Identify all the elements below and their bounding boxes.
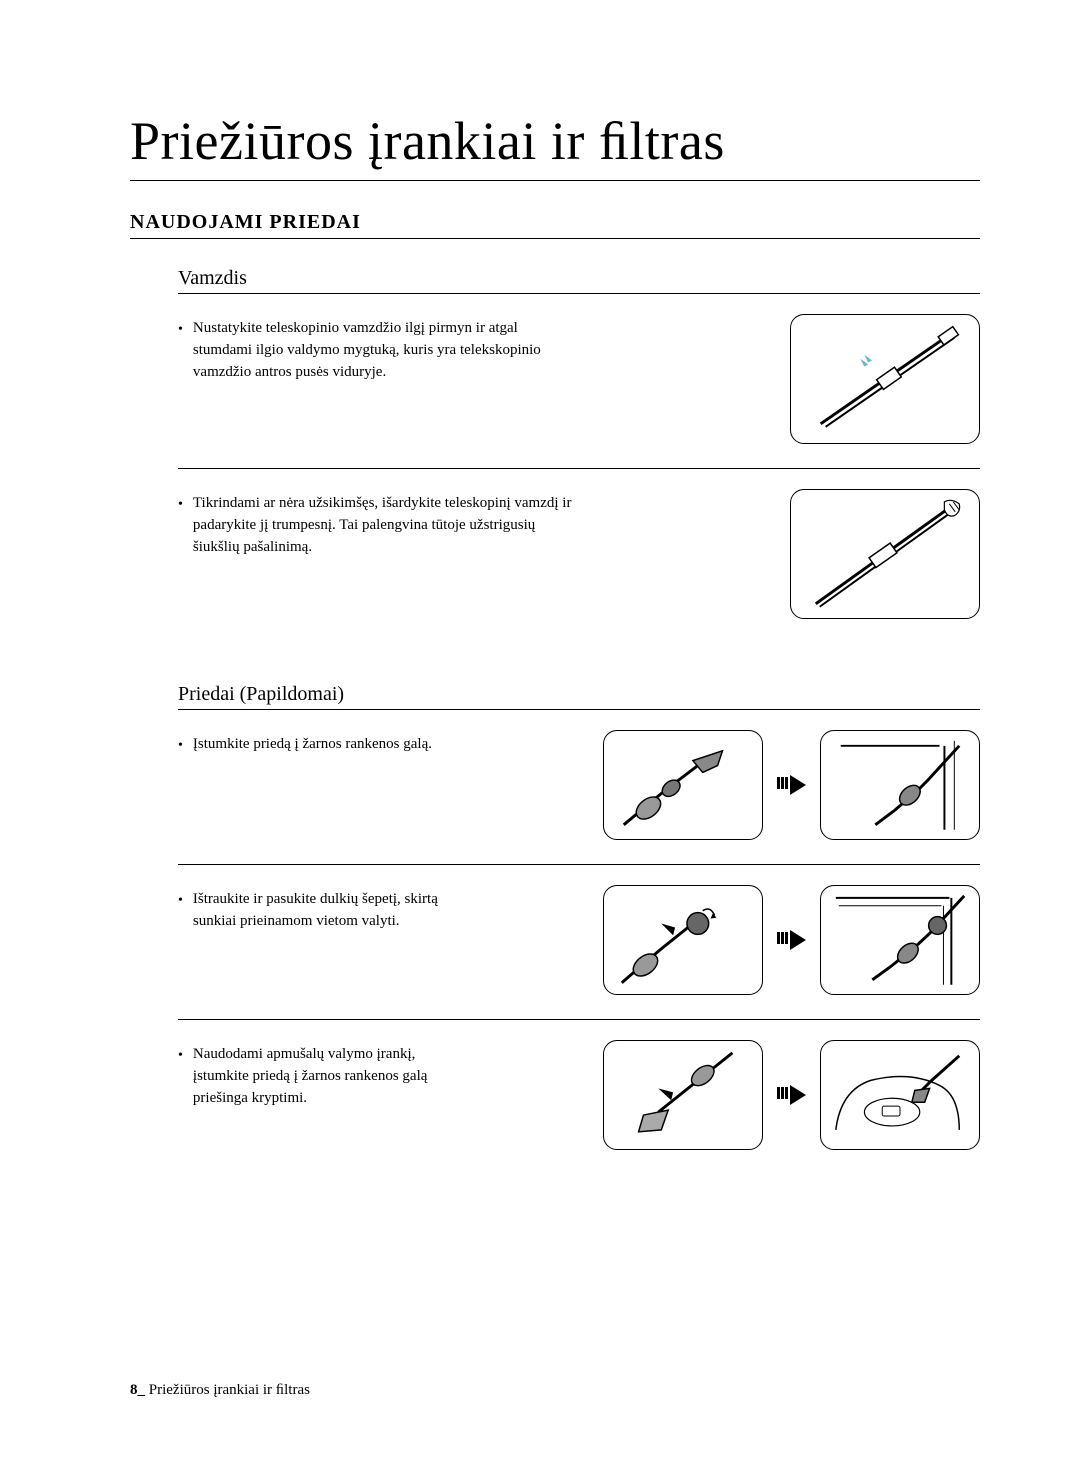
bullet-icon: •	[178, 318, 183, 340]
text-content: Ištraukite ir pasukite dulkių šepetį, sk…	[193, 889, 458, 933]
bullet-icon: •	[178, 493, 183, 515]
illustration-crevice-use	[820, 730, 980, 840]
arrow-icon	[777, 1085, 806, 1105]
illustration-pair	[603, 885, 980, 995]
text-content: Įstumkite priedą į žarnos rankenos galą.	[193, 734, 432, 756]
page-footer: 8_ Priežiūros įrankiai ir ﬁltras	[130, 1382, 310, 1399]
subsection-vamzdis: Vamzdis • Nustatykite teleskopinio vamzd…	[178, 267, 980, 643]
illustration-upholstery-use	[820, 1040, 980, 1150]
footer-text: Priežiūros įrankiai ir ﬁltras	[149, 1382, 310, 1398]
illustration-upholstery-attach	[603, 1040, 763, 1150]
bullet-icon: •	[178, 889, 183, 911]
instruction-item: • Įstumkite priedą į žarnos rankenos gal…	[178, 730, 980, 865]
text-content: Nustatykite teleskopinio vamzdžio ilgį p…	[193, 318, 578, 383]
bullet-icon: •	[178, 734, 183, 756]
instruction-item: • Naudodami apmušalų valymo įrankį, įstu…	[178, 1040, 980, 1174]
instruction-item: • Tikrindami ar nėra užsikimšęs, išardyk…	[178, 489, 980, 643]
subsection-priedai: Priedai (Papildomai) • Įstumkite priedą …	[178, 683, 980, 1174]
subsection-title: Vamzdis	[178, 267, 980, 294]
text-content: Naudodami apmušalų valymo įrankį, įstumk…	[193, 1044, 458, 1109]
instruction-text: • Naudodami apmušalų valymo įrankį, įstu…	[178, 1040, 458, 1109]
arrow-icon	[777, 775, 806, 795]
instruction-text: • Tikrindami ar nėra užsikimšęs, išardyk…	[178, 489, 578, 558]
illustration-brush-use	[820, 885, 980, 995]
illustration-pair	[603, 730, 980, 840]
section-heading: NAUDOJAMI PRIEDAI	[130, 211, 980, 239]
page-title: Priežiūros įrankiai ir ﬁltras	[130, 110, 980, 181]
subsection-title: Priedai (Papildomai)	[178, 683, 980, 710]
illustration-handle-attach	[603, 730, 763, 840]
illustration-tube-adjust	[790, 314, 980, 444]
instruction-text: • Ištraukite ir pasukite dulkių šepetį, …	[178, 885, 458, 933]
page-number: 8_	[130, 1382, 145, 1398]
instruction-text: • Įstumkite priedą į žarnos rankenos gal…	[178, 730, 458, 756]
illustration-pair	[603, 1040, 980, 1150]
text-content: Tikrindami ar nėra užsikimšęs, išardykit…	[193, 493, 578, 558]
instruction-item: • Nustatykite teleskopinio vamzdžio ilgį…	[178, 314, 980, 469]
illustration-tube-disassemble	[790, 489, 980, 619]
bullet-icon: •	[178, 1044, 183, 1066]
instruction-item: • Ištraukite ir pasukite dulkių šepetį, …	[178, 885, 980, 1020]
instruction-text: • Nustatykite teleskopinio vamzdžio ilgį…	[178, 314, 578, 383]
arrow-icon	[777, 930, 806, 950]
illustration-brush-rotate	[603, 885, 763, 995]
